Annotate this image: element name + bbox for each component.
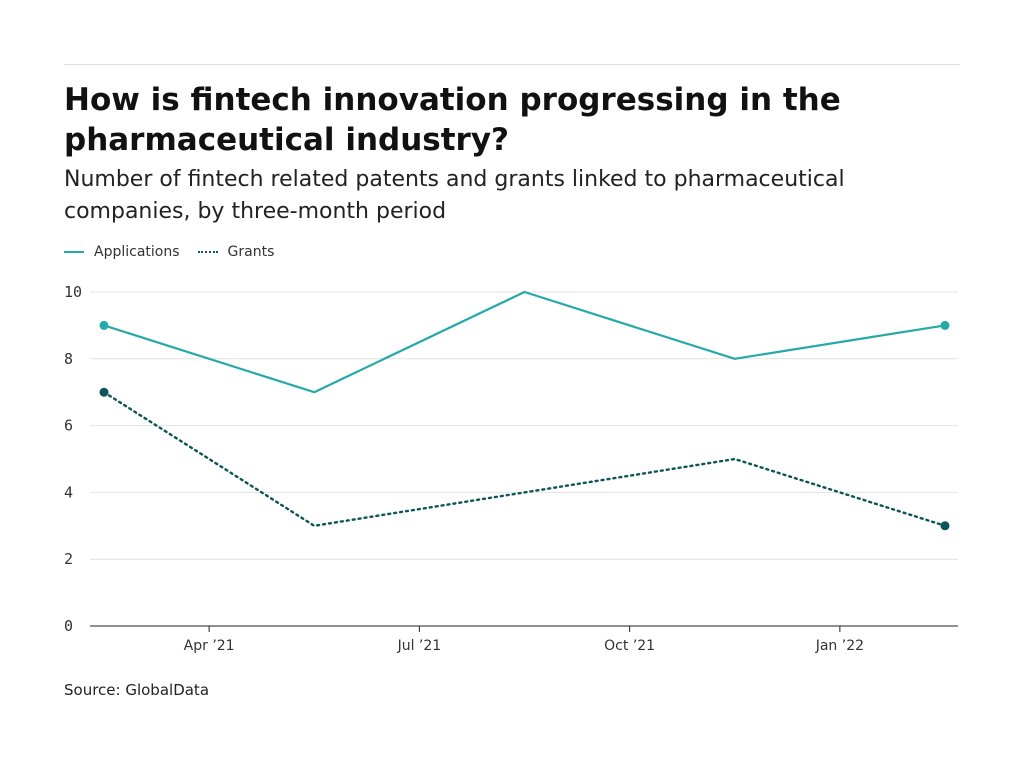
source-note: Source: GlobalData: [64, 681, 210, 699]
legend-swatch-grants: [197, 251, 218, 253]
point-grants-0: [99, 387, 109, 397]
top-rule: [64, 64, 960, 65]
y-tick-label-10: 10: [64, 283, 82, 301]
point-applications-0: [99, 320, 109, 330]
legend-label-applications: Applications: [94, 244, 180, 260]
chart-subtitle: Number of fintech related patents and gr…: [64, 167, 845, 224]
legend-label-grants: Grants: [227, 244, 275, 260]
x-tick-label-1: Jul ’21: [397, 638, 442, 654]
legend-swatch-applications: [64, 251, 84, 253]
chart-title: How is fintech innovation progressing in…: [64, 82, 841, 158]
y-tick-label-2: 2: [64, 550, 73, 568]
point-applications-4: [940, 320, 950, 330]
legend: Applications Grants: [64, 242, 292, 262]
y-tick-label-4: 4: [64, 483, 73, 501]
y-tick-label-8: 8: [64, 350, 73, 368]
x-tick-label-0: Apr ’21: [184, 638, 235, 654]
y-tick-label-0: 0: [64, 617, 73, 635]
series-line-grants: [102, 391, 947, 527]
legend-item-applications: Applications: [64, 244, 180, 260]
x-tick-label-2: Oct ’21: [604, 638, 655, 654]
series-line-applications: [102, 290, 947, 394]
point-grants-4: [940, 521, 950, 531]
y-tick-label-6: 6: [64, 417, 73, 435]
x-tick-label-3: Jan ’22: [815, 638, 864, 654]
legend-item-grants: Grants: [197, 244, 275, 260]
